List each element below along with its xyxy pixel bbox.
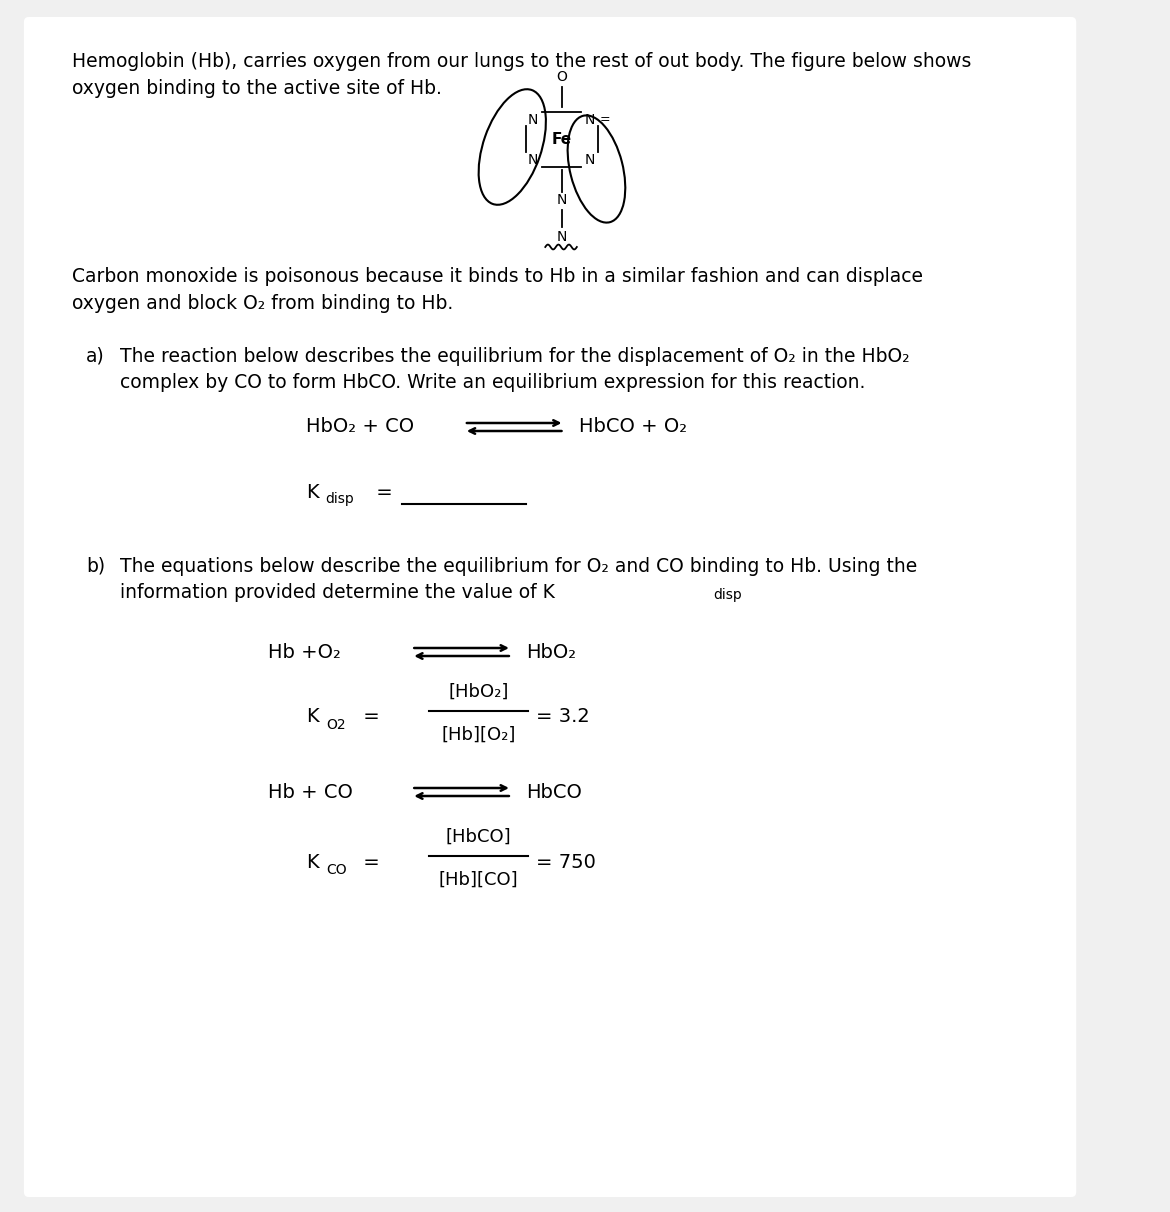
Text: [Hb][O₂]: [Hb][O₂] bbox=[441, 726, 516, 744]
Text: =: = bbox=[357, 708, 386, 726]
Text: Carbon monoxide is poisonous because it binds to Hb in a similar fashion and can: Carbon monoxide is poisonous because it … bbox=[71, 267, 923, 313]
Text: disp: disp bbox=[714, 588, 742, 602]
Text: = 3.2: = 3.2 bbox=[536, 708, 590, 726]
Text: Hemoglobin (Hb), carries oxygen from our lungs to the rest of out body. The figu: Hemoglobin (Hb), carries oxygen from our… bbox=[71, 52, 971, 97]
Text: HbCO + O₂: HbCO + O₂ bbox=[579, 417, 687, 436]
Text: N: N bbox=[585, 113, 596, 127]
Text: K: K bbox=[307, 708, 318, 726]
FancyBboxPatch shape bbox=[23, 17, 1076, 1197]
Text: N: N bbox=[528, 113, 538, 127]
Text: =: = bbox=[600, 114, 611, 126]
Text: b): b) bbox=[87, 558, 105, 576]
Text: O: O bbox=[556, 70, 567, 84]
Text: HbO₂ + CO: HbO₂ + CO bbox=[307, 417, 414, 436]
Text: K: K bbox=[307, 482, 318, 502]
Text: HbO₂: HbO₂ bbox=[526, 642, 577, 662]
Text: disp: disp bbox=[325, 492, 355, 505]
Text: =: = bbox=[370, 482, 399, 502]
Text: [Hb][CO]: [Hb][CO] bbox=[439, 871, 518, 888]
Text: = 750: = 750 bbox=[536, 852, 596, 871]
Text: Fe: Fe bbox=[551, 132, 572, 148]
Text: The reaction below describes the equilibrium for the displacement of O₂ in the H: The reaction below describes the equilib… bbox=[119, 347, 909, 393]
Text: Hb +O₂: Hb +O₂ bbox=[268, 642, 340, 662]
Text: =: = bbox=[357, 852, 386, 871]
Text: [HbCO]: [HbCO] bbox=[446, 828, 511, 846]
Text: N: N bbox=[557, 230, 566, 244]
Text: O2: O2 bbox=[326, 718, 346, 732]
Text: Hb + CO: Hb + CO bbox=[268, 783, 352, 801]
Text: N: N bbox=[557, 193, 566, 207]
Text: a): a) bbox=[87, 347, 105, 366]
Text: K: K bbox=[307, 852, 318, 871]
Text: [HbO₂]: [HbO₂] bbox=[448, 684, 509, 701]
Text: N: N bbox=[528, 153, 538, 167]
Text: The equations below describe the equilibrium for O₂ and CO binding to Hb. Using : The equations below describe the equilib… bbox=[119, 558, 917, 602]
Text: HbCO: HbCO bbox=[526, 783, 581, 801]
Text: CO: CO bbox=[326, 863, 346, 877]
Text: N: N bbox=[585, 153, 596, 167]
